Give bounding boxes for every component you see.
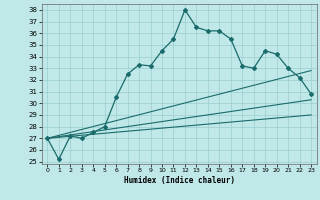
X-axis label: Humidex (Indice chaleur): Humidex (Indice chaleur) — [124, 176, 235, 185]
